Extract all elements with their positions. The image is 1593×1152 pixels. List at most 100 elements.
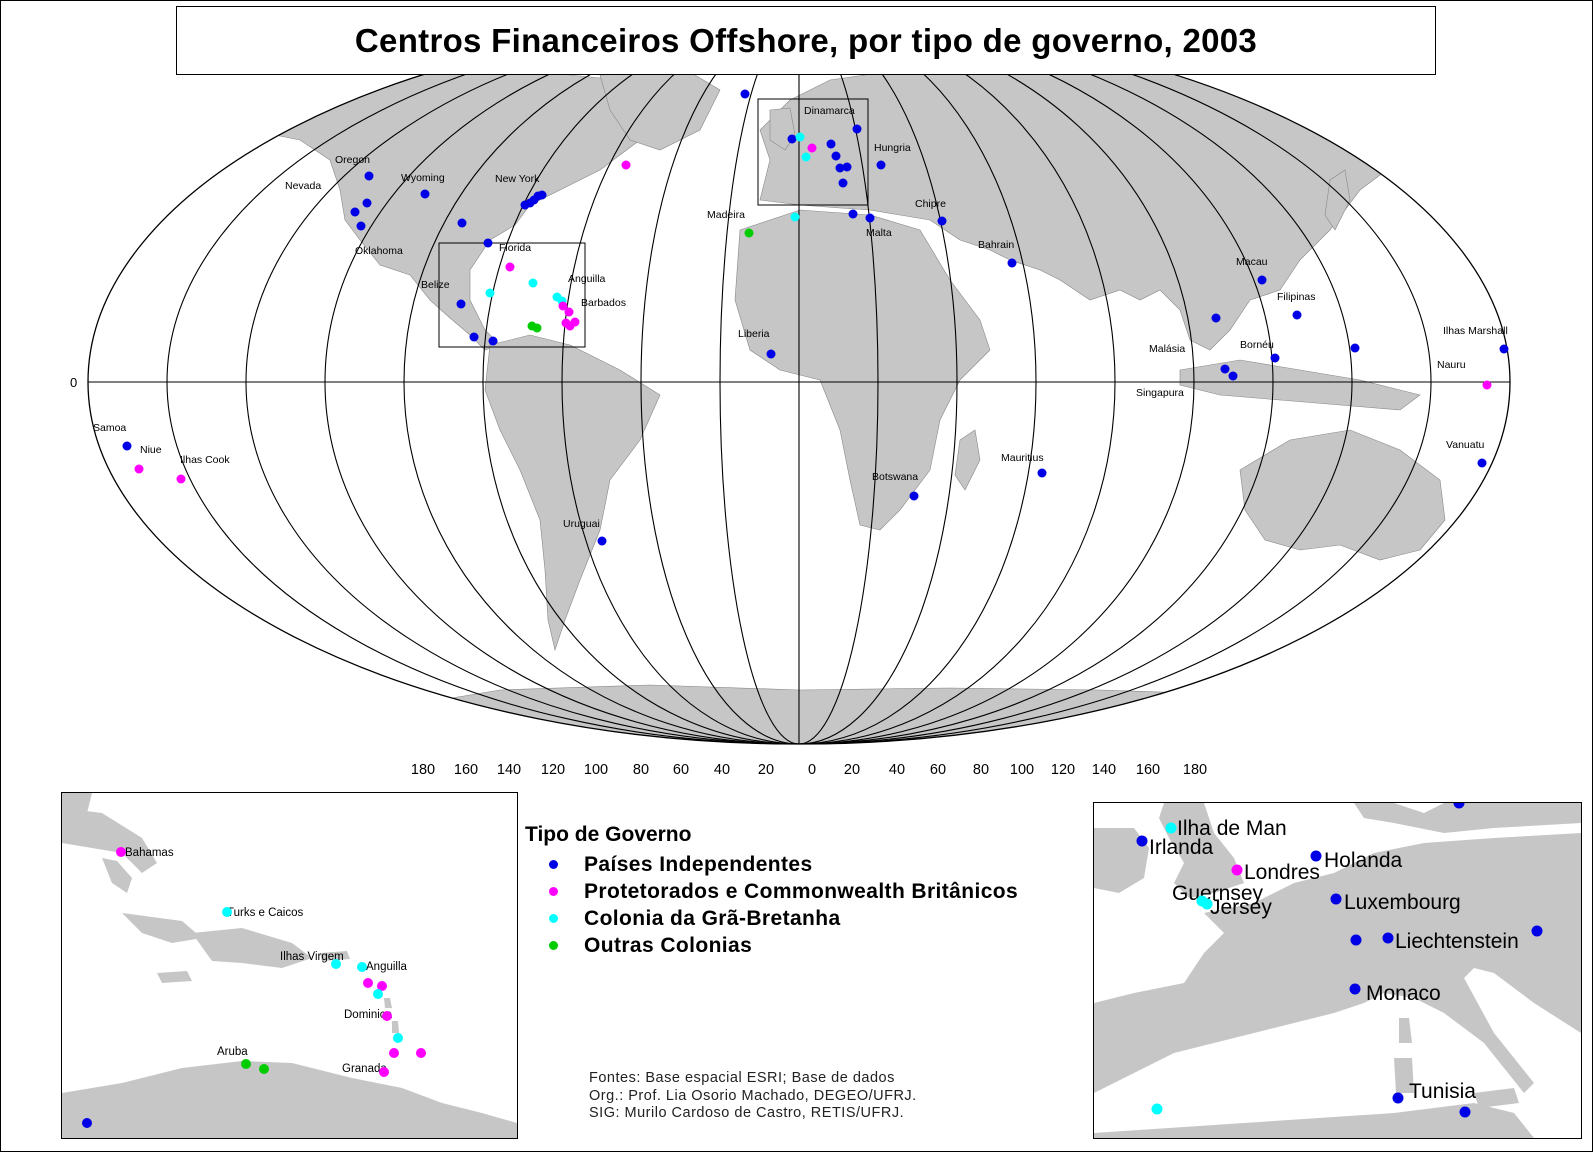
offshore-point [420, 189, 430, 199]
europe-point [1349, 983, 1361, 995]
legend-item-independent: Países Independentes [525, 851, 1018, 878]
place-label-niue: Niue [140, 444, 162, 456]
longitude-label: 40 [714, 762, 730, 778]
offshore-point [1220, 364, 1230, 374]
offshore-point [469, 332, 479, 342]
longitude-labels: 180 160 140 120 100 80 60 40 20 0 20 40 60 80 100 120 14… [411, 762, 1207, 778]
caribbean-label-bahamas: Bahamas [125, 847, 174, 859]
africa-land [734, 209, 991, 531]
caribbean-point [373, 989, 383, 999]
north-america-land [189, 67, 661, 351]
offshore-point [1292, 310, 1302, 320]
place-label-anguilla: Anguilla [568, 273, 606, 285]
offshore-point [456, 299, 466, 309]
south-america-coast-land [62, 1061, 517, 1138]
place-label-ilhas-cook: Ilhas Cook [180, 454, 230, 466]
europe-label-tunisia: Tunisia [1409, 1080, 1476, 1103]
legend-dot-independent [549, 860, 558, 869]
longitude-label: 60 [930, 762, 946, 778]
indonesia-land [1179, 359, 1421, 411]
longitude-label: 140 [1092, 762, 1116, 778]
caribbean-label-granada: Granada [342, 1063, 387, 1075]
longitude-label: 20 [844, 762, 860, 778]
caribbean-point [222, 907, 232, 917]
puerto-rico-land [320, 951, 350, 961]
offshore-point [1350, 343, 1360, 353]
europe-points [1136, 803, 1543, 1118]
place-label-vanuatu: Vanuatu [1446, 439, 1484, 451]
offshore-point [528, 278, 538, 288]
offshore-point [537, 190, 547, 200]
caribbean-point [377, 981, 387, 991]
place-label-belize: Belize [421, 279, 450, 291]
continental-europe-land [1094, 833, 1581, 1093]
place-labels: Oregon Nevada Wyoming New York Oklahoma Flori… [93, 105, 1508, 530]
place-label-oregon: Oregon [335, 154, 370, 166]
longitude-label: 140 [497, 762, 521, 778]
offshore-point [1037, 468, 1047, 478]
offshore-point [1228, 371, 1238, 381]
place-label-ilhas-marshall: Ilhas Marshall [1443, 325, 1508, 337]
offshore-point [831, 151, 841, 161]
offshore-point [826, 139, 836, 149]
australia-land [1239, 429, 1446, 561]
legend-label-other-colony: Outras Colonias [584, 933, 753, 957]
corsica-land [1399, 1018, 1412, 1043]
hispaniola-land [192, 928, 312, 968]
north-africa-land [1094, 1103, 1534, 1138]
offshore-point [909, 491, 919, 501]
caribbean-inset-map: Bahamas Turks e Caicos Ilhas Virgem Anguill… [62, 793, 517, 1138]
offshore-point [835, 163, 845, 173]
sicily-land [1474, 1088, 1519, 1108]
longitude-label: 80 [633, 762, 649, 778]
legend-item-british-colony: Colonia da Grã-Bretanha [525, 905, 1018, 932]
caribbean-label-anguilla: Anguilla [366, 961, 408, 973]
europe-label-liechtenstein: Liechtenstein [1395, 930, 1519, 953]
place-label-mauritius: Mauritius [1001, 452, 1044, 464]
cuba-land [62, 808, 157, 873]
longitude-label: 0 [808, 762, 816, 778]
place-label-samoa: Samoa [93, 422, 126, 434]
caribbean-point [331, 959, 341, 969]
caribbean-points [82, 847, 426, 1128]
offshore-point [362, 198, 372, 208]
offshore-point [1211, 313, 1221, 323]
europe-point [1382, 932, 1394, 944]
europe-point [1165, 822, 1177, 834]
offshore-point [488, 336, 498, 346]
caribbean-point [259, 1064, 269, 1074]
europe-label-monaco: Monaco [1366, 982, 1441, 1005]
offshore-point [790, 212, 800, 222]
longitude-label: 180 [1183, 762, 1207, 778]
legend-title: Tipo de Governo [525, 823, 692, 846]
offshore-point [176, 474, 186, 484]
offshore-point [876, 160, 886, 170]
europe-point [1136, 835, 1148, 847]
europe-label-jersey: Jersey [1210, 896, 1272, 919]
sardinia-land [1394, 1058, 1414, 1093]
new-zealand-land [1429, 549, 1461, 606]
europe-point [1151, 1103, 1163, 1115]
longitude-label: 100 [584, 762, 608, 778]
longitude-label: 120 [541, 762, 565, 778]
longitude-label: 100 [1010, 762, 1034, 778]
offshore-point [842, 162, 852, 172]
caribbean-point [363, 978, 373, 988]
caribbean-label-aruba: Aruba [217, 1046, 248, 1058]
offshore-point [350, 207, 360, 217]
place-label-malasia: Malásia [1149, 343, 1185, 355]
europe-point [1330, 893, 1342, 905]
europe-point [1201, 898, 1213, 910]
caribbean-point [241, 1059, 251, 1069]
cuba-east-land [122, 913, 202, 943]
place-label-dinamarca: Dinamarca [804, 105, 855, 117]
offshore-point [597, 536, 607, 546]
lesser-antilles-land [384, 998, 399, 1033]
offshore-point [558, 301, 568, 311]
offshore-point [1270, 353, 1280, 363]
place-label-nevada: Nevada [285, 180, 321, 192]
place-label-wyoming: Wyoming [401, 172, 445, 184]
offshore-point [852, 124, 862, 134]
offshore-point [1257, 275, 1267, 285]
offshore-point [356, 221, 366, 231]
